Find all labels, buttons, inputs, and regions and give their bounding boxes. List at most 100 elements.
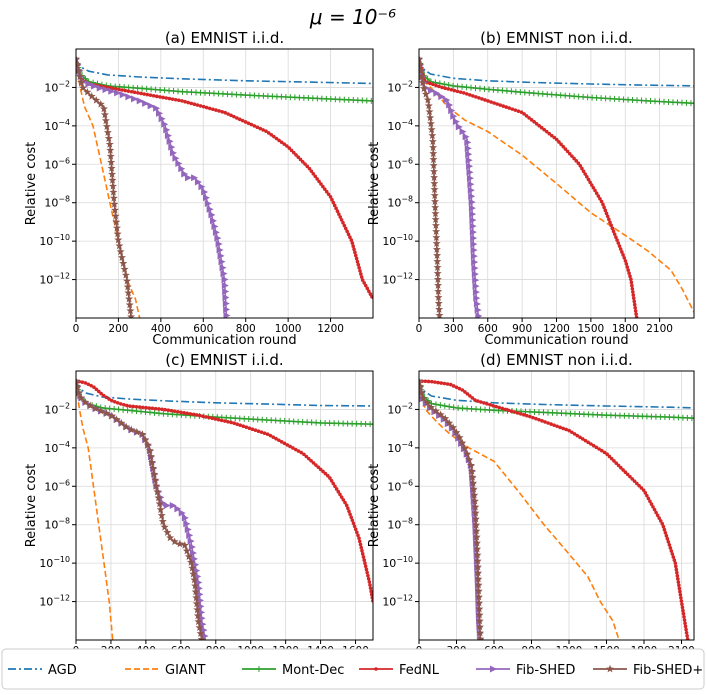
series-marker <box>142 92 147 96</box>
series-marker <box>430 173 439 181</box>
series-marker <box>197 635 206 640</box>
series-marker <box>232 421 236 426</box>
series-marker <box>352 524 357 529</box>
x-tick-label: 600 <box>193 323 213 335</box>
series-marker <box>419 66 425 75</box>
series-marker <box>96 99 105 108</box>
series-marker <box>104 395 109 400</box>
series-marker <box>153 487 162 496</box>
series-marker <box>341 220 345 225</box>
series-marker <box>464 138 472 146</box>
series-marker <box>359 272 363 276</box>
series-marker <box>108 176 117 184</box>
series-marker <box>596 194 601 198</box>
series-marker <box>426 379 431 384</box>
series-marker <box>680 602 684 607</box>
y-tick-label: 10−10 <box>39 555 70 570</box>
series-marker <box>419 72 426 81</box>
series-marker <box>449 423 458 431</box>
legend-marker <box>606 664 614 673</box>
series-marker <box>156 505 165 514</box>
series-marker <box>175 409 180 414</box>
series-marker <box>112 399 117 404</box>
series-marker <box>509 409 514 413</box>
series-marker <box>143 440 152 449</box>
series-marker <box>612 232 617 236</box>
series-marker <box>89 383 93 388</box>
y-tick-label: 10−6 <box>387 156 413 171</box>
series-marker <box>92 96 101 104</box>
series-marker <box>353 250 357 255</box>
series-marker <box>580 166 584 171</box>
series-marker <box>315 177 319 181</box>
series-marker <box>210 416 215 421</box>
series-marker <box>428 81 432 86</box>
series-marker <box>471 508 480 517</box>
series-marker <box>238 423 243 428</box>
series-marker <box>324 189 329 194</box>
series-marker <box>166 137 174 145</box>
series-marker <box>558 425 562 430</box>
series-marker <box>597 447 601 451</box>
y-tick-label: 10−8 <box>44 517 70 532</box>
series-marker <box>208 211 216 219</box>
series-marker <box>645 493 649 498</box>
series-marker <box>537 123 541 128</box>
series-marker <box>272 134 276 139</box>
legend-label: AGD <box>48 663 77 678</box>
series-marker <box>589 183 594 187</box>
series-marker <box>471 94 475 98</box>
series-marker <box>221 276 229 284</box>
series-marker <box>474 568 483 577</box>
series-marker <box>142 99 150 107</box>
figure-suptitle: μ = 10⁻⁶ <box>309 5 396 29</box>
plot-frame <box>75 370 374 641</box>
series-marker <box>285 144 289 148</box>
series-marker <box>668 546 673 550</box>
series-marker <box>678 589 682 594</box>
legend-marker <box>374 667 378 671</box>
series-marker <box>473 398 477 402</box>
series-marker <box>266 131 271 135</box>
legend-label: Fib-SHED <box>516 663 575 678</box>
series-marker <box>610 226 615 231</box>
series-marker <box>106 152 115 160</box>
y-tick-label: 10−10 <box>382 555 413 570</box>
series-marker <box>313 174 318 179</box>
series-marker <box>141 405 145 410</box>
y-tick-label: 10−12 <box>39 272 70 287</box>
series-marker <box>150 406 155 411</box>
series-marker <box>161 95 165 100</box>
series-marker <box>92 385 96 389</box>
series-marker <box>669 549 674 553</box>
series-marker <box>181 514 189 522</box>
series-marker <box>608 220 612 225</box>
series-marker <box>326 192 331 197</box>
series-group <box>76 376 373 640</box>
series-marker <box>662 527 667 532</box>
series-marker <box>319 182 323 186</box>
series-marker <box>215 240 223 248</box>
series-marker <box>614 235 618 239</box>
legend-label: GIANT <box>165 663 206 678</box>
series-line-fib-shed <box>76 380 207 640</box>
series-marker <box>426 119 435 128</box>
series-marker <box>223 110 227 115</box>
series-marker <box>437 402 444 409</box>
series-marker <box>671 555 676 559</box>
series-marker <box>467 180 475 188</box>
series-marker <box>661 524 666 529</box>
series-marker <box>184 552 193 561</box>
series-marker <box>368 292 373 296</box>
series-marker <box>357 539 362 544</box>
series-marker <box>293 447 298 452</box>
series-marker <box>358 542 363 547</box>
series-marker <box>474 95 478 99</box>
x-tick-label: 800 <box>236 323 256 335</box>
series-marker <box>167 96 172 101</box>
series-marker <box>554 137 559 142</box>
series-marker <box>600 448 604 453</box>
series-marker <box>641 488 646 492</box>
series-marker <box>433 257 442 265</box>
series-line-fib-shed- <box>419 380 482 640</box>
